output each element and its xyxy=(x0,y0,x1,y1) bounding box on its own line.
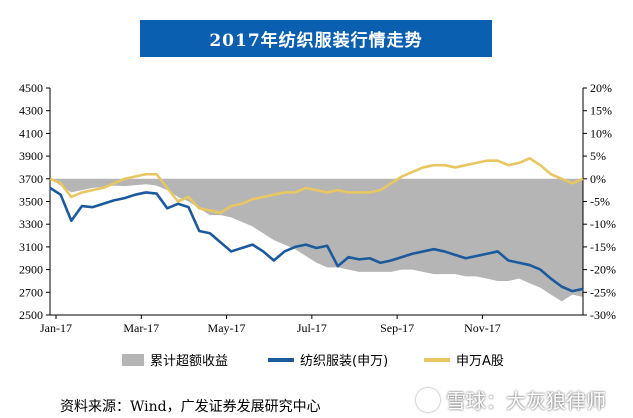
legend-swatch-ashare xyxy=(424,357,450,362)
left-y-axis: 2500 2700 2900 3100 3300 3500 3700 3900 4100 4300… xyxy=(19,81,51,322)
area-excess-return-shape xyxy=(50,178,583,302)
legend-item-area: 累计超额收益 xyxy=(122,350,228,369)
x-axis-tick-label: Nov-17 xyxy=(464,321,501,335)
x-axis-tick-label: May-17 xyxy=(208,321,246,335)
left-axis-tick-label: 2500 xyxy=(19,308,43,322)
right-axis-tick-label: -15% xyxy=(590,240,616,254)
right-axis-tick-label: 15% xyxy=(590,104,612,118)
legend: 累计超额收益 纺织服装(申万) 申万A股 xyxy=(0,350,633,372)
left-axis-tick-label: 2700 xyxy=(19,285,43,299)
right-y-axis: -30% -25% -20% -15% -10% -5% 0% 5% 10% 15% 20% xyxy=(582,81,616,322)
left-axis-tick-label: 4100 xyxy=(19,126,43,140)
left-axis-tick-label: 3100 xyxy=(19,240,43,254)
source-note: 资料来源：Wind，广发证券发展研究中心 xyxy=(60,399,321,415)
right-axis-tick-label: 20% xyxy=(590,81,612,95)
right-axis-tick-label: -20% xyxy=(590,263,616,277)
x-axis-tick-label: Mar-17 xyxy=(123,321,159,335)
x-axis: Jan-17 Mar-17 May-17 Jul-17 Sep-17 Nov-17 xyxy=(40,314,583,335)
left-axis-tick-label: 3900 xyxy=(19,149,43,163)
left-axis-tick-label: 3500 xyxy=(19,195,43,209)
chart-title-banner: 2017年纺织服装行情走势 xyxy=(140,20,492,57)
left-axis-tick-label: 3300 xyxy=(19,217,43,231)
area-excess-return xyxy=(50,178,583,302)
legend-label-area: 累计超额收益 xyxy=(150,354,229,369)
watermark: 雪球：大灰狼律师 xyxy=(416,385,606,414)
left-axis-tick-label: 4300 xyxy=(19,104,43,118)
left-axis-tick-label: 4500 xyxy=(19,81,43,95)
series-line-textile xyxy=(49,186,584,293)
x-axis-tick-label: Sep-17 xyxy=(380,321,414,335)
series-line-ashare xyxy=(49,157,584,215)
legend-item-ashare: 申万A股 xyxy=(424,350,504,369)
right-axis-tick-label: -10% xyxy=(590,217,616,231)
legend-label-ashare: 申万A股 xyxy=(456,354,504,369)
right-axis-tick-label: -25% xyxy=(590,285,616,299)
left-axis-tick-label: 2900 xyxy=(19,263,43,277)
x-axis-tick-label: Jan-17 xyxy=(40,321,72,335)
legend-swatch-area xyxy=(122,353,144,366)
right-axis-tick-label: 10% xyxy=(590,126,612,140)
left-axis-tick-label: 3700 xyxy=(19,172,43,186)
legend-item-textile: 纺织服装(申万) xyxy=(268,350,388,369)
chart-plot: 2500 2700 2900 3100 3300 3500 3700 3900 4100 4300… xyxy=(19,81,616,335)
chart-title: 2017年纺织服装行情走势 xyxy=(209,31,423,51)
snowball-logo-icon xyxy=(416,387,440,412)
right-axis-tick-label: -30% xyxy=(590,308,616,322)
x-axis-tick-label: Jul-17 xyxy=(297,321,327,335)
right-axis-tick-label: 5% xyxy=(590,149,606,163)
legend-label-textile: 纺织服装(申万) xyxy=(300,354,389,369)
watermark-text: 雪球：大灰狼律师 xyxy=(446,389,606,413)
series-lines xyxy=(49,157,584,293)
right-axis-tick-label: -5% xyxy=(590,195,610,209)
legend-swatch-textile xyxy=(268,357,294,362)
right-axis-tick-label: 0% xyxy=(590,172,606,186)
